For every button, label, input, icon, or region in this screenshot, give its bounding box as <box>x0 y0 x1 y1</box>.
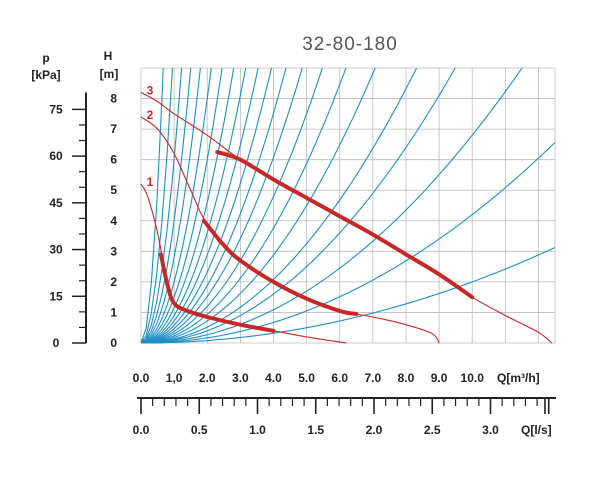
system-curve <box>140 67 273 344</box>
head-tick-label: 1 <box>110 305 117 319</box>
flow-ls-tick-label: 3.0 <box>482 423 499 437</box>
flow-ls-tick-label: 0.5 <box>191 423 208 437</box>
flow-m3h-tick-label: 10.0 <box>461 371 485 385</box>
system-curve <box>140 67 201 344</box>
pressure-tick-label: 15 <box>49 289 63 303</box>
operating-range-1 <box>158 252 276 333</box>
flow-ls-tick-label: 0.0 <box>133 423 150 437</box>
flow-ls-axis: 0.0 0.5 1.0 1.5 2.0 2.5 3.0 <box>133 397 556 437</box>
system-curve <box>141 247 556 344</box>
system-curve <box>140 67 523 344</box>
curve-label-2: 2 <box>147 108 154 122</box>
head-tick-label: 3 <box>110 244 117 258</box>
head-tick-label: 8 <box>110 92 117 106</box>
pressure-tick-label: 45 <box>49 196 63 210</box>
head-tick-label: 2 <box>110 275 117 289</box>
head-axis: 8 7 6 5 4 3 2 1 0 <box>110 92 117 350</box>
flow-m3h-tick-label: 4.0 <box>265 371 282 385</box>
flow-m3h-axis: 0.0 1,0 2.0 3.0 4.0 5.0 6.0 7.0 8.0 9.0 10.0 <box>133 371 485 385</box>
flow-m3h-tick-label: 7.0 <box>364 371 381 385</box>
flow-m3h-tick-label: 5.0 <box>298 371 315 385</box>
system-curve <box>140 67 456 344</box>
head-tick-label: 5 <box>110 183 117 197</box>
curve-label-1: 1 <box>147 175 154 189</box>
system-curve <box>140 67 347 344</box>
system-curves <box>140 67 556 344</box>
flow-ls-tick-label: 2.0 <box>366 423 383 437</box>
system-curve <box>140 67 259 344</box>
chart-title: 32-80-180 <box>302 34 398 55</box>
head-tick-label: 6 <box>110 153 117 167</box>
flow-m3h-tick-label: 2.0 <box>199 371 216 385</box>
system-curve <box>140 67 173 344</box>
system-curve <box>140 67 287 344</box>
pressure-axis: 75 60 45 30 15 0 <box>49 92 87 350</box>
system-curve <box>140 67 164 344</box>
system-curve <box>140 67 247 344</box>
flow-m3h-tick-label: 0.0 <box>133 371 150 385</box>
system-curve <box>140 67 418 344</box>
head-tick-label: 4 <box>110 214 117 228</box>
flow-ls-tick-label: 1.0 <box>249 423 266 437</box>
pressure-tick-label: 60 <box>49 149 63 163</box>
head-axis-unit: [m] <box>100 67 119 81</box>
system-curve <box>140 67 323 344</box>
pressure-tick-label: 0 <box>53 336 60 350</box>
pressure-tick-label: 30 <box>49 243 63 257</box>
system-curve <box>140 67 183 344</box>
operating-range-3 <box>215 150 475 300</box>
flow-m3h-tick-label: 6.0 <box>331 371 348 385</box>
flow-m3h-axis-label: Q[m³/h] <box>497 371 540 385</box>
head-tick-label: 0 <box>110 336 117 350</box>
pressure-axis-unit: [kPa] <box>31 68 60 82</box>
curve-label-3: 3 <box>147 83 154 97</box>
head-axis-label: H <box>104 49 113 63</box>
pressure-axis-label: p <box>42 51 49 65</box>
pressure-tick-label: 75 <box>49 102 63 116</box>
curve-labels: 1 2 3 <box>147 83 154 189</box>
flow-ls-tick-label: 2.5 <box>424 423 441 437</box>
operating-range-2 <box>201 218 359 316</box>
system-curve <box>140 67 212 344</box>
flow-m3h-tick-label: 1,0 <box>166 371 183 385</box>
flow-ls-axis-label: Q[l/s] <box>521 423 552 437</box>
head-tick-label: 7 <box>110 122 117 136</box>
flow-m3h-tick-label: 8.0 <box>398 371 415 385</box>
operating-ranges <box>158 150 475 333</box>
system-curve <box>140 67 192 344</box>
system-curve <box>141 142 556 344</box>
system-curve <box>140 67 303 344</box>
system-curve <box>140 67 235 344</box>
flow-m3h-tick-label: 3.0 <box>232 371 249 385</box>
flow-ls-tick-label: 1.5 <box>307 423 324 437</box>
system-curve <box>140 67 223 344</box>
flow-m3h-tick-label: 9.0 <box>431 371 448 385</box>
